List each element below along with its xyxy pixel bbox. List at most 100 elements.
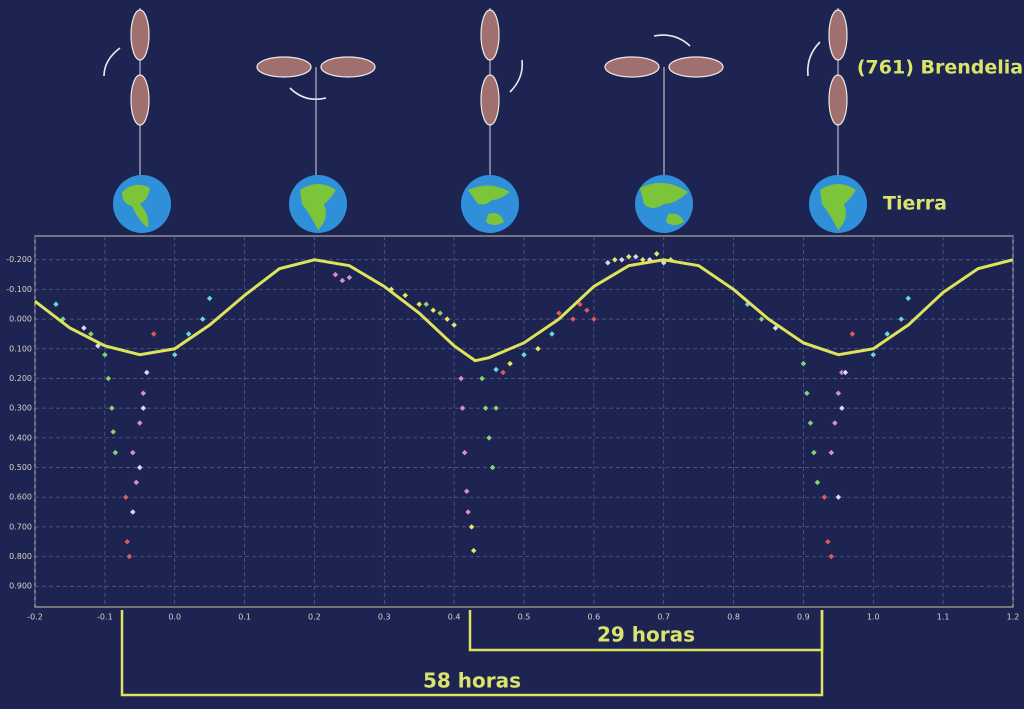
x-tick-label: 0.1 [238,613,251,622]
y-tick-label: 0.200 [9,374,32,383]
y-tick-label: 0.500 [9,463,32,472]
data-point [111,449,119,457]
data-point [904,294,912,302]
data-point [436,309,444,317]
data-point [87,330,95,338]
bracket-58h [120,610,824,697]
data-point [122,493,130,501]
data-point [583,306,591,314]
data-point [104,374,112,382]
earth [809,175,867,233]
data-point [125,553,133,561]
binary-vertical [806,8,848,180]
data-point [331,271,339,279]
data-point [803,389,811,397]
x-tick-label: 0.0 [168,613,181,622]
data-point [415,300,423,308]
x-tick-label: 0.3 [378,613,391,622]
period-brackets [120,610,824,697]
data-point [827,553,835,561]
data-point [101,351,109,359]
data-point [827,449,835,457]
x-tick-label: 1.2 [1007,613,1020,622]
data-point [185,330,193,338]
data-point [470,547,478,555]
x-tick-label: 0.4 [448,613,461,622]
data-point [132,478,140,486]
model-curve [34,258,1014,363]
data-point [206,294,214,302]
earth-label: Tierra [883,193,947,215]
data-point [139,389,147,397]
data-point [80,324,88,332]
data-point [108,404,116,412]
data-point [129,449,137,457]
data-point [548,330,556,338]
period-half-label: 29 horas [597,623,695,647]
data-point [618,256,626,264]
data-point [450,321,458,329]
data-point [401,291,409,299]
data-point [429,306,437,314]
data-point [338,277,346,284]
y-tick-label: 0.900 [9,582,32,591]
data-point [459,404,466,412]
data-point [799,360,807,368]
data-point [834,493,842,501]
x-tick-label: 0.9 [797,613,810,622]
y-tick-label: 0.600 [9,493,32,502]
data-point [611,256,619,264]
data-point [625,253,633,261]
data-point [171,351,179,359]
binary-vertical [480,8,524,180]
x-tick-label: 0.8 [727,613,740,622]
data-point [485,434,493,442]
data-point [463,487,471,495]
y-tick-label: 0.000 [9,315,32,324]
data-point [555,309,563,317]
data-point [345,274,353,282]
data-point [810,449,818,457]
data-point [506,360,514,368]
data-point [468,523,476,531]
x-tick-label: 0.6 [587,613,600,622]
data-point [590,315,598,323]
data-point [150,330,158,338]
data-point [109,428,117,436]
data-point [848,330,856,338]
data-point [422,300,430,308]
data-point [52,300,60,308]
y-tick-label: 0.300 [9,404,32,413]
data-point [569,315,577,323]
data-point [806,419,814,427]
y-tick-label: 0.800 [9,552,32,561]
x-tick-label: -0.1 [97,613,113,622]
data-point [758,315,765,323]
x-tick-label: -0.2 [27,613,43,622]
data-point [464,508,472,516]
data-point [136,464,144,471]
x-tick-label: 0.5 [518,613,531,622]
data-point [831,419,839,427]
earth [289,175,347,233]
binary-vertical [103,8,150,180]
data-point [461,449,469,457]
data-point [841,369,849,376]
data-point [457,374,465,382]
data-point [834,389,842,397]
data-point [604,259,612,267]
data-point [653,250,661,258]
y-tick-label: -0.200 [6,255,32,264]
data-point [883,330,891,338]
data-point [492,366,500,374]
binary-horizontal [256,56,376,180]
data-point [143,369,151,376]
data-point [869,351,877,359]
period-full-label: 58 horas [423,669,521,693]
data-point [123,538,131,546]
data-point [482,404,490,412]
y-tick-label: 0.700 [9,522,32,531]
x-tick-label: 1.0 [867,613,880,622]
data-point [139,404,147,412]
